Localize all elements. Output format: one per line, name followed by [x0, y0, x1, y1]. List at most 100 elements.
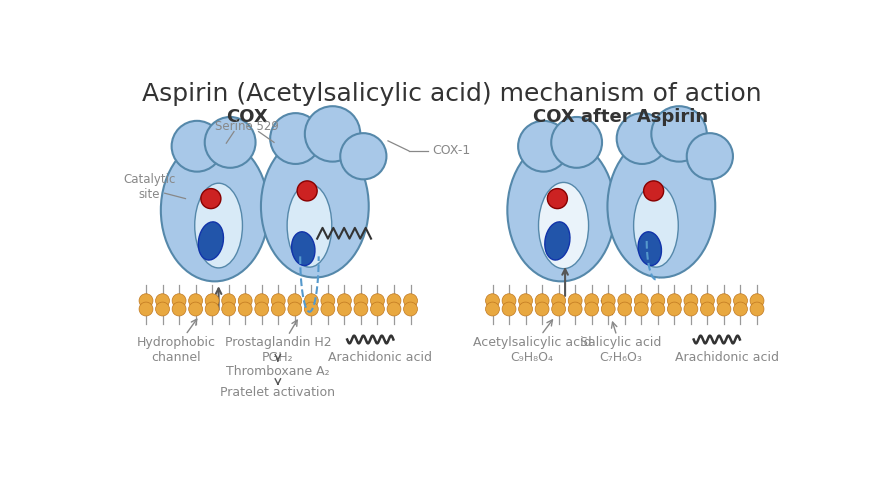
Circle shape: [371, 302, 384, 316]
Circle shape: [684, 294, 698, 308]
Circle shape: [238, 302, 252, 316]
Circle shape: [156, 294, 169, 308]
Circle shape: [172, 302, 186, 316]
Circle shape: [535, 294, 549, 308]
Circle shape: [305, 106, 360, 162]
Circle shape: [255, 294, 269, 308]
Circle shape: [201, 188, 221, 208]
Ellipse shape: [287, 184, 332, 267]
Circle shape: [519, 294, 532, 308]
Circle shape: [222, 294, 235, 308]
Ellipse shape: [161, 139, 269, 282]
Ellipse shape: [198, 222, 224, 260]
Circle shape: [617, 113, 668, 164]
Circle shape: [485, 294, 500, 308]
Circle shape: [684, 302, 698, 316]
Circle shape: [668, 294, 681, 308]
Text: COX: COX: [226, 108, 268, 126]
Circle shape: [238, 294, 252, 308]
Ellipse shape: [261, 135, 369, 278]
Circle shape: [271, 294, 285, 308]
Circle shape: [139, 294, 153, 308]
Circle shape: [204, 117, 255, 168]
Circle shape: [535, 302, 549, 316]
Text: COX-1: COX-1: [432, 144, 470, 158]
Circle shape: [337, 294, 352, 308]
Circle shape: [403, 294, 418, 308]
Circle shape: [354, 302, 368, 316]
Text: Prostaglandin H2
PGH₂: Prostaglandin H2 PGH₂: [225, 336, 331, 363]
Circle shape: [172, 294, 186, 308]
Ellipse shape: [292, 232, 315, 266]
Text: COX after Aspirin: COX after Aspirin: [533, 108, 708, 126]
Text: Arachidonic acid: Arachidonic acid: [675, 351, 779, 364]
Circle shape: [700, 302, 714, 316]
Ellipse shape: [538, 182, 589, 268]
Circle shape: [222, 302, 235, 316]
Circle shape: [255, 302, 269, 316]
Ellipse shape: [507, 139, 615, 282]
Circle shape: [568, 294, 582, 308]
Text: Acetylsalicylic acid
C₉H₈O₄: Acetylsalicylic acid C₉H₈O₄: [473, 336, 591, 363]
Text: Pratelet activation: Pratelet activation: [220, 386, 336, 400]
Circle shape: [585, 294, 599, 308]
Circle shape: [354, 294, 368, 308]
Circle shape: [139, 302, 153, 316]
Circle shape: [552, 294, 566, 308]
Circle shape: [644, 181, 663, 201]
Circle shape: [205, 302, 219, 316]
Circle shape: [602, 302, 615, 316]
Circle shape: [734, 302, 747, 316]
Circle shape: [651, 302, 665, 316]
Circle shape: [618, 294, 632, 308]
Text: Thromboxane A₂: Thromboxane A₂: [226, 365, 329, 378]
Circle shape: [271, 302, 285, 316]
Circle shape: [618, 302, 632, 316]
Circle shape: [634, 302, 648, 316]
Ellipse shape: [633, 184, 678, 267]
Text: Hydrophobic
channel: Hydrophobic channel: [137, 336, 216, 363]
Circle shape: [668, 302, 681, 316]
Circle shape: [297, 181, 317, 201]
Circle shape: [687, 133, 733, 180]
Circle shape: [337, 302, 352, 316]
Circle shape: [288, 302, 301, 316]
Circle shape: [288, 294, 301, 308]
Circle shape: [156, 302, 169, 316]
Circle shape: [340, 133, 387, 180]
Circle shape: [519, 302, 532, 316]
Circle shape: [734, 294, 747, 308]
Circle shape: [602, 294, 615, 308]
Circle shape: [552, 302, 566, 316]
Circle shape: [585, 302, 599, 316]
Circle shape: [403, 302, 418, 316]
Text: Salicylic acid
C₇H₆O₃: Salicylic acid C₇H₆O₃: [580, 336, 662, 363]
Circle shape: [552, 117, 602, 168]
Ellipse shape: [195, 183, 242, 268]
Circle shape: [750, 294, 764, 308]
Circle shape: [502, 294, 516, 308]
Circle shape: [634, 294, 648, 308]
Circle shape: [568, 302, 582, 316]
Circle shape: [547, 188, 567, 208]
Circle shape: [651, 294, 665, 308]
Circle shape: [172, 121, 222, 172]
Circle shape: [189, 302, 203, 316]
Circle shape: [700, 294, 714, 308]
Text: Aspirin (Acetylsalicylic acid) mechanism of action: Aspirin (Acetylsalicylic acid) mechanism…: [142, 82, 762, 106]
Circle shape: [304, 294, 318, 308]
Circle shape: [717, 294, 731, 308]
Text: Catalytic
site: Catalytic site: [123, 173, 175, 201]
Text: Arachidonic acid: Arachidonic acid: [329, 351, 433, 364]
Ellipse shape: [638, 232, 662, 266]
Circle shape: [502, 302, 516, 316]
Ellipse shape: [544, 222, 570, 260]
Circle shape: [717, 302, 731, 316]
Circle shape: [189, 294, 203, 308]
Circle shape: [321, 302, 335, 316]
Text: Serine 529: Serine 529: [215, 120, 279, 134]
Ellipse shape: [607, 135, 715, 278]
Circle shape: [270, 113, 321, 164]
Circle shape: [485, 302, 500, 316]
Circle shape: [321, 294, 335, 308]
